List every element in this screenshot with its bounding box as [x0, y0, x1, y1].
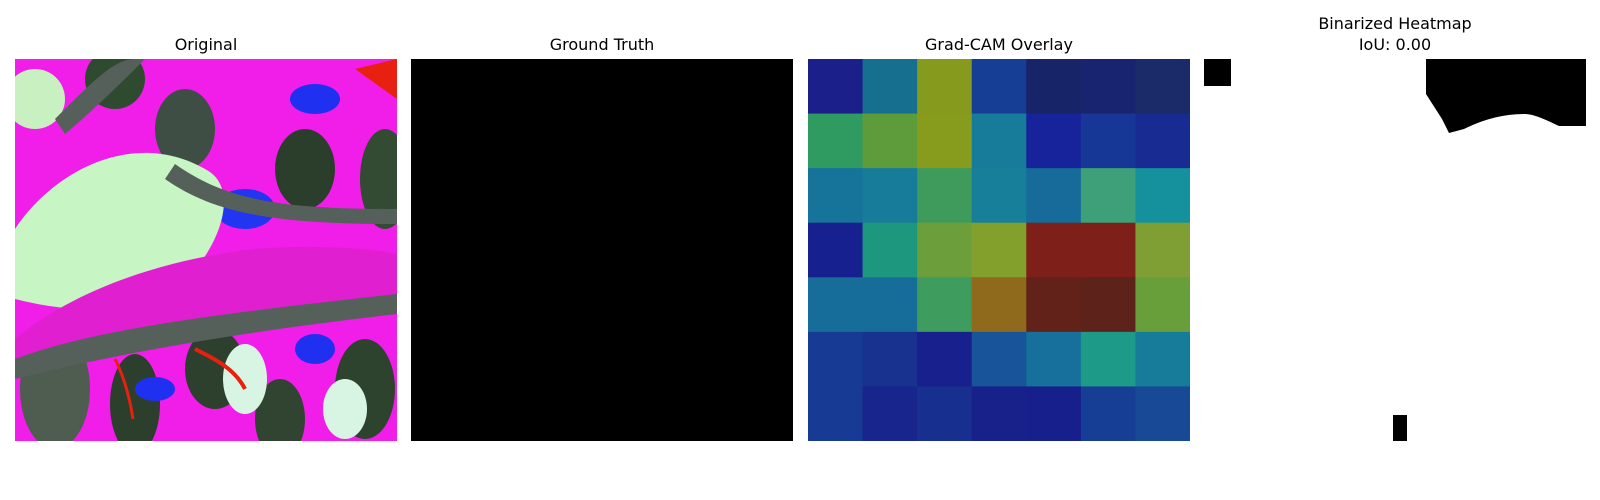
heat-cell	[1080, 168, 1136, 224]
heat-cell	[862, 386, 918, 441]
gradcam-overlay-title: Grad-CAM Overlay	[925, 35, 1073, 54]
heat-cell	[971, 168, 1027, 224]
heat-cell	[808, 331, 864, 387]
heat-cell	[971, 331, 1027, 387]
heat-cell	[1026, 331, 1082, 387]
heat-cell	[862, 113, 918, 169]
binary-region	[1393, 415, 1407, 441]
heat-cell	[1080, 277, 1136, 333]
heat-cell	[808, 222, 864, 278]
heat-cell	[1135, 222, 1190, 278]
heat-cell	[971, 386, 1027, 441]
heat-cell	[1080, 59, 1136, 115]
original-title: Original	[174, 35, 238, 54]
binary-region	[1426, 59, 1586, 133]
heat-cell	[1135, 113, 1190, 169]
heat-cell	[862, 59, 918, 115]
heat-cell	[862, 222, 918, 278]
heat-cell	[1080, 331, 1136, 387]
heat-cell	[1026, 168, 1082, 224]
heat-cell	[862, 331, 918, 387]
heat-cell	[1026, 113, 1082, 169]
heat-cell	[1026, 386, 1082, 441]
heat-cell	[971, 222, 1027, 278]
heat-cell	[808, 277, 864, 333]
heat-cell	[1135, 331, 1190, 387]
heat-cell	[808, 386, 864, 441]
heat-cell	[1080, 113, 1136, 169]
heat-cell	[862, 168, 918, 224]
binary-region	[1204, 59, 1231, 86]
heat-cell	[917, 113, 973, 169]
heat-cell	[917, 59, 973, 115]
original-image	[15, 59, 397, 441]
heat-cell	[1135, 59, 1190, 115]
heat-cell	[808, 59, 864, 115]
heat-cell	[1026, 277, 1082, 333]
heat-cell	[862, 277, 918, 333]
heat-cell	[971, 59, 1027, 115]
binarized-heatmap	[1204, 59, 1586, 441]
heat-cell	[917, 386, 973, 441]
heat-cell	[971, 277, 1027, 333]
heat-cell	[917, 168, 973, 224]
ground-truth-title: Ground Truth	[549, 35, 655, 54]
heat-cell	[1080, 222, 1136, 278]
heat-cell	[1026, 222, 1082, 278]
heat-cell	[1135, 386, 1190, 441]
heat-cell	[1135, 277, 1190, 333]
heat-cell	[808, 168, 864, 224]
heat-cell	[1135, 168, 1190, 224]
gradcam-overlay	[808, 59, 1190, 441]
heat-cell	[1026, 59, 1082, 115]
iou-label: IoU: 0.00	[1358, 35, 1432, 54]
heat-cell	[971, 113, 1027, 169]
binarized-heatmap-title: Binarized Heatmap IoU: 0.00	[1204, 13, 1586, 55]
heat-cell	[917, 331, 973, 387]
ground-truth-mask	[411, 59, 793, 441]
heat-cell	[1080, 386, 1136, 441]
binarized-heatmap-title-line: Binarized Heatmap	[1318, 14, 1472, 33]
heat-cell	[808, 113, 864, 169]
heat-cell	[917, 277, 973, 333]
heat-cell	[917, 222, 973, 278]
